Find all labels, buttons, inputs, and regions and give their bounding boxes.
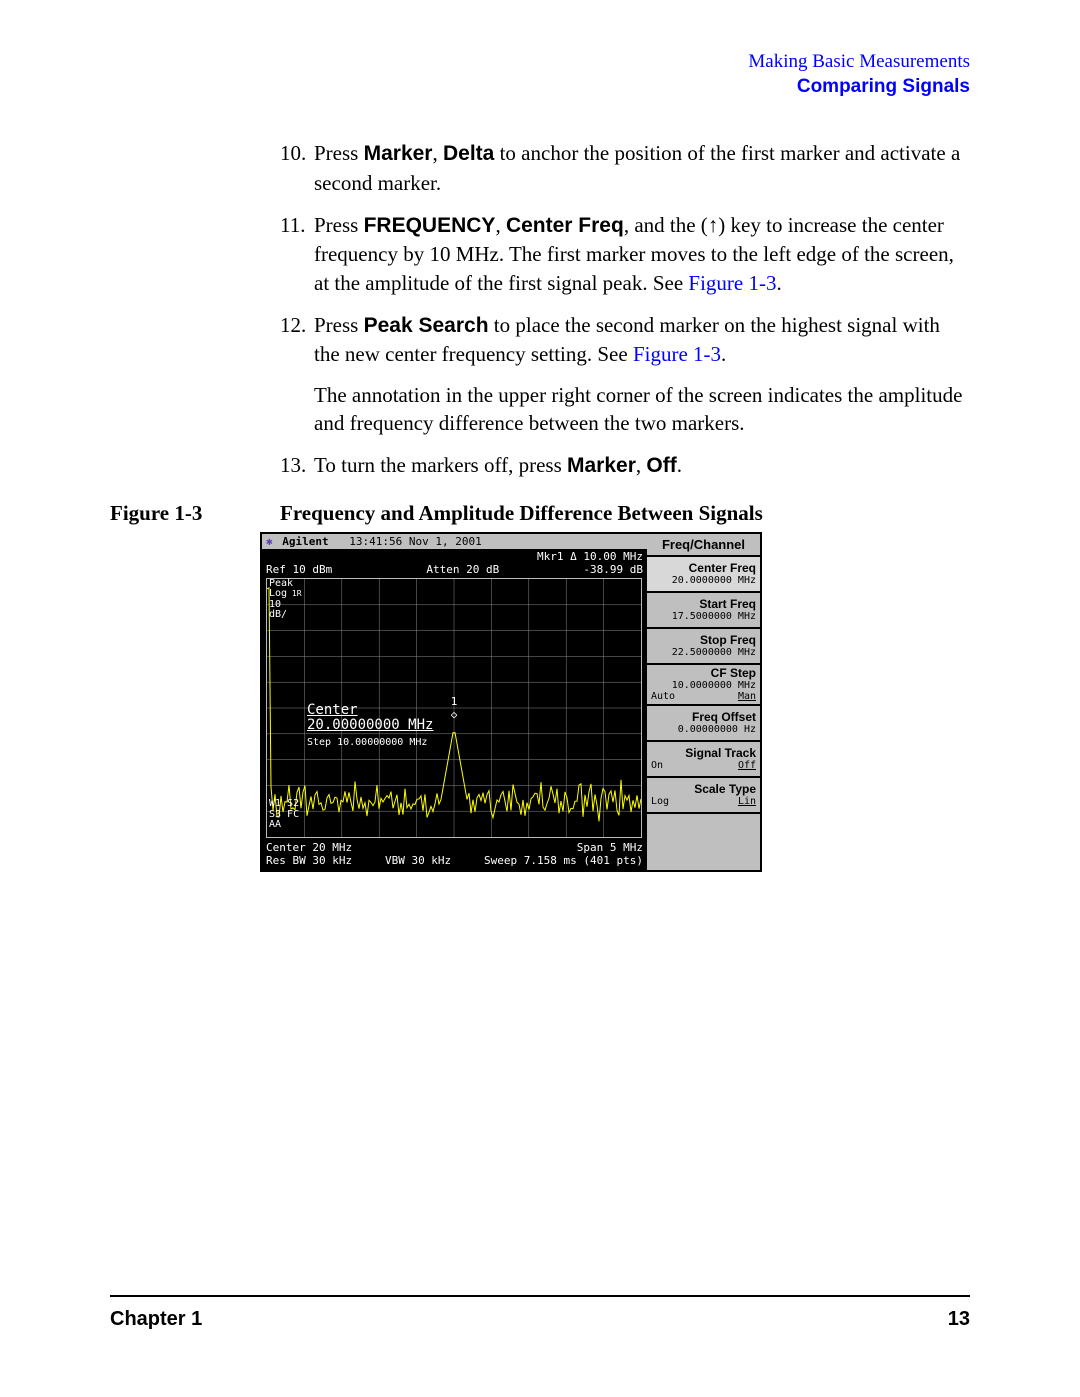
agilent-logo-icon: ✱ (266, 535, 273, 548)
step-item: 13.To turn the markers off, press Marker… (280, 451, 970, 480)
span-label: Span 5 MHz (577, 841, 643, 854)
step-item: 10.Press Marker, Delta to anchor the pos… (280, 139, 970, 197)
softkey-scale-type[interactable]: Scale TypeLogLin (647, 778, 760, 814)
plot-left-labels-top: PeakLog 1R10dB/ (269, 579, 302, 621)
marker-readout-amp: -38.99 dB (583, 563, 643, 576)
marker-indicator: 1◇ (448, 695, 460, 721)
step-item: 12.Press Peak Search to place the second… (280, 311, 970, 437)
softkey-freq-offset[interactable]: Freq Offset0.00000000 Hz (647, 706, 760, 742)
figure-caption: Figure 1-3Frequency and Amplitude Differ… (110, 501, 970, 526)
marker-readout-freq: Mkr1 Δ 10.00 MHz (537, 550, 643, 563)
step-subparagraph: The annotation in the upper right corner… (314, 381, 970, 438)
instrument-titlebar: ✱ Agilent 13:41:56 Nov 1, 2001 (262, 534, 647, 550)
softkey-start-freq[interactable]: Start Freq17.5000000 MHz (647, 593, 760, 629)
steps-list: 10.Press Marker, Delta to anchor the pos… (280, 139, 970, 480)
spectrum-plot: PeakLog 1R10dB/ W1 S2S3 FC AA Center 20.… (266, 578, 642, 838)
softkey-stop-freq[interactable]: Stop Freq22.5000000 MHz (647, 629, 760, 665)
header-subsection: Comparing Signals (110, 75, 970, 100)
center-value: 20.00000000 MHz (307, 717, 433, 733)
step-item: 11.Press FREQUENCY, Center Freq, and the… (280, 211, 970, 297)
softkey-center-freq[interactable]: Center Freq20.0000000 MHz (647, 557, 760, 593)
center-freq-readout: Center 20.00000000 MHz Step 10.00000000 … (307, 703, 433, 749)
page-footer: Chapter 1 13 (110, 1308, 970, 1331)
center-freq-label: Center 20 MHz (266, 841, 352, 854)
page-number: 13 (948, 1308, 970, 1331)
figure-title: Frequency and Amplitude Difference Betwe… (280, 501, 763, 525)
chapter-label: Chapter 1 (110, 1308, 202, 1331)
sweep-label: Sweep 7.158 ms (401 pts) (484, 854, 643, 867)
instrument-screenshot: ✱ Agilent 13:41:56 Nov 1, 2001 Mkr1 Δ 10… (260, 532, 762, 872)
softkey-menu: Freq/Channel Center Freq20.0000000 MHzSt… (647, 534, 760, 870)
menu-title: Freq/Channel (647, 534, 760, 557)
figure-link[interactable]: Figure 1-3 (633, 342, 721, 366)
page-header: Making Basic Measurements Comparing Sign… (110, 50, 970, 99)
softkey-cf-step[interactable]: CF Step10.0000000 MHzAutoMan (647, 665, 760, 706)
plot-left-labels-bottom: W1 S2S3 FC AA (269, 799, 299, 831)
attenuation: Atten 20 dB (332, 563, 583, 576)
instrument-timestamp: 13:41:56 Nov 1, 2001 (349, 535, 481, 548)
vbw-label: VBW 30 kHz (385, 854, 451, 867)
center-label: Center (307, 702, 358, 718)
step-number: 10. (280, 139, 306, 167)
step-number: 13. (280, 451, 306, 479)
main-content: 10.Press Marker, Delta to anchor the pos… (280, 139, 970, 871)
res-bw-label: Res BW 30 kHz (266, 854, 352, 867)
step-number: 11. (280, 211, 305, 239)
instrument-brand: Agilent (282, 535, 328, 548)
figure-link[interactable]: Figure 1-3 (688, 271, 776, 295)
ref-level: Ref 10 dBm (266, 563, 332, 576)
header-section: Making Basic Measurements (110, 50, 970, 75)
figure-label: Figure 1-3 (110, 501, 280, 526)
softkey-signal-track[interactable]: Signal TrackOnOff (647, 742, 760, 778)
footer-rule (110, 1295, 970, 1297)
step-number: 12. (280, 311, 306, 339)
center-step: Step 10.00000000 MHz (307, 737, 427, 748)
plot-footer: Center 20 MHz Span 5 MHz Res BW 30 kHz V… (262, 840, 647, 870)
